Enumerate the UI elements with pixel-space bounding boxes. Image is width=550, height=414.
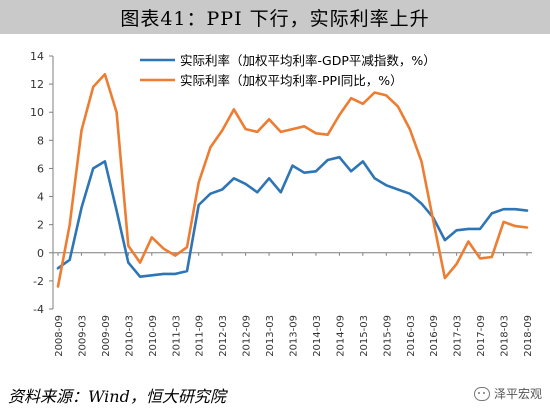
chart-title: 图表41：PPI 下行，实际利率上升 xyxy=(120,7,430,30)
y-tick-label: 10 xyxy=(30,106,44,119)
y-tick-label: 2 xyxy=(37,219,44,232)
x-tick-label: 2018-03 xyxy=(500,315,511,357)
y-tick-label: 12 xyxy=(30,78,44,91)
watermark-text: 泽平宏观 xyxy=(493,387,542,401)
line-chart: -4 -2 0 2 4 6 8 10 12 14 2008-09 2009-03 2009-09 2010… xyxy=(30,50,534,357)
x-tick-label: 2015-09 xyxy=(382,315,393,357)
wechat-icon xyxy=(473,386,490,401)
y-tick-label: -2 xyxy=(33,275,44,288)
y-tick-label: 14 xyxy=(30,50,44,63)
x-tick-label: 2013-03 xyxy=(265,315,276,357)
x-tick-label: 2015-03 xyxy=(359,315,370,357)
chart-title-bar: 图表41：PPI 下行，实际利率上升 xyxy=(0,0,550,34)
x-tick-label: 2017-03 xyxy=(453,315,464,357)
x-tick-label: 2008-09 xyxy=(54,315,65,357)
x-tick-label: 2014-03 xyxy=(312,315,323,357)
series-line-2 xyxy=(56,72,529,288)
y-tick-label: 4 xyxy=(37,191,44,204)
y-tick-label: 0 xyxy=(37,247,44,260)
y-tick-label: 8 xyxy=(37,134,44,147)
x-tick-label: 2012-09 xyxy=(242,315,253,357)
x-tick-label: 2010-03 xyxy=(124,315,135,357)
x-tick-label: 2013-09 xyxy=(289,315,300,357)
x-tick-label: 2011-09 xyxy=(195,315,206,357)
x-tick-label: 2014-09 xyxy=(335,315,346,357)
x-tick-label: 2009-09 xyxy=(101,315,112,357)
watermark: 泽平宏观 xyxy=(473,385,542,402)
series-line-1 xyxy=(56,155,529,278)
legend-label-1: 实际利率（加权平均利率-GDP平减指数，%） xyxy=(180,53,436,68)
source-note: 资料来源：Wind，恒大研究院 xyxy=(8,387,226,406)
x-tick-label: 2017-09 xyxy=(476,315,487,357)
x-tick-label: 2010-09 xyxy=(148,315,159,357)
x-tick-label: 2016-09 xyxy=(429,315,440,357)
x-tick-label: 2009-03 xyxy=(77,315,88,357)
y-tick-label: -4 xyxy=(33,303,44,316)
x-tick-label: 2012-03 xyxy=(218,315,229,357)
x-tick-label: 2011-03 xyxy=(171,315,182,357)
legend-label-2: 实际利率（加权平均利率-PPI同比，%） xyxy=(180,73,403,88)
x-tick-label: 2018-09 xyxy=(523,315,534,357)
x-tick-label: 2016-03 xyxy=(406,315,417,357)
y-tick-label: 6 xyxy=(37,162,44,175)
